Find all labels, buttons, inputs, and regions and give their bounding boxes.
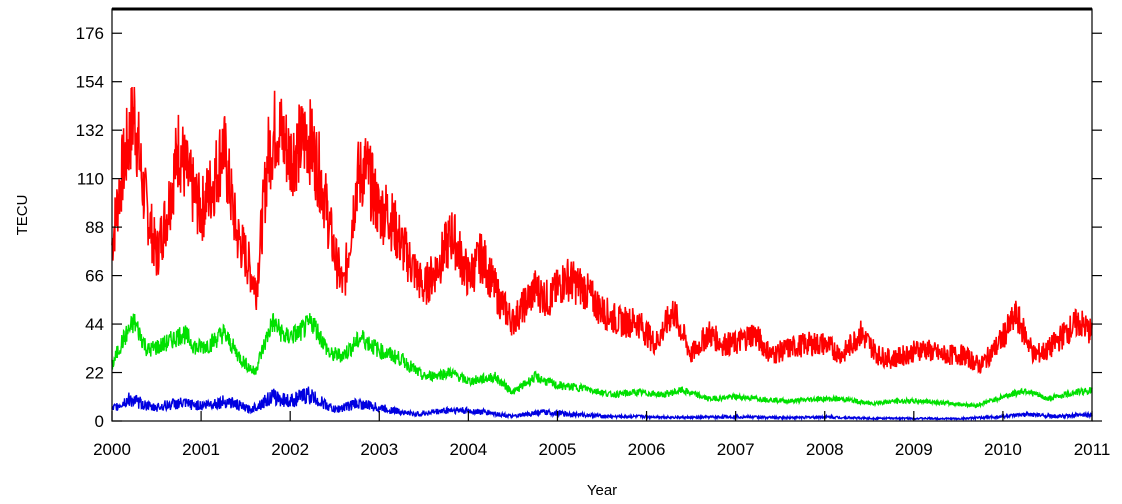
x-tick-label: 2007 bbox=[717, 440, 755, 459]
series-line-3 bbox=[111, 386, 1093, 422]
y-tick-label: 0 bbox=[95, 412, 104, 431]
y-tick-label: 110 bbox=[77, 170, 104, 189]
series-layer bbox=[111, 86, 1093, 422]
y-tick-label: 22 bbox=[85, 364, 104, 383]
y-tick-label: 44 bbox=[85, 315, 104, 334]
y-tick-label: 132 bbox=[76, 121, 104, 140]
x-axis-title: Year bbox=[587, 482, 617, 499]
x-tick-label: 2011 bbox=[1074, 440, 1111, 459]
series-line-1 bbox=[111, 86, 1093, 374]
x-tick-label: 2008 bbox=[806, 440, 844, 459]
x-tick-label: 2006 bbox=[628, 440, 666, 459]
series-line-2 bbox=[111, 312, 1093, 409]
x-tick-label: 2010 bbox=[984, 440, 1022, 459]
x-tick-label: 2005 bbox=[539, 440, 577, 459]
y-axis-title: TECU bbox=[14, 195, 31, 236]
y-tick-label: 154 bbox=[76, 73, 104, 92]
y-tick-label: 88 bbox=[85, 218, 104, 237]
ticks-layer: 0 22 44 66 88 110 132 154 176 2000 2001 2002 2003 200… bbox=[76, 24, 1111, 459]
x-tick-label: 2009 bbox=[895, 440, 933, 459]
x-tick-label: 2004 bbox=[449, 440, 487, 459]
x-tick-label: 2003 bbox=[360, 440, 398, 459]
x-tick-label: 2000 bbox=[93, 440, 131, 459]
y-tick-label: 66 bbox=[85, 267, 104, 286]
x-tick-label: 2002 bbox=[271, 440, 309, 459]
x-tick-label: 2001 bbox=[182, 440, 220, 459]
y-tick-label: 176 bbox=[76, 24, 104, 43]
